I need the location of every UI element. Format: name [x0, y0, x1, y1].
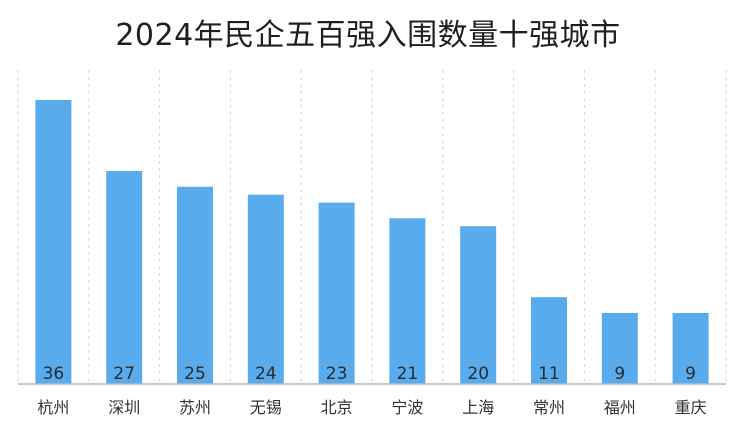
bar-5 — [318, 202, 355, 384]
data-label-4: 24 — [255, 364, 277, 384]
x-tick-label-4: 无锡 — [250, 398, 282, 417]
x-tick-label-2: 深圳 — [108, 398, 140, 417]
data-label-8: 11 — [538, 364, 560, 384]
bar-10 — [672, 313, 709, 384]
data-label-3: 25 — [184, 364, 206, 384]
bar-6 — [389, 218, 426, 384]
data-label-2: 27 — [113, 364, 135, 384]
x-tick-label-3: 苏州 — [179, 398, 211, 417]
x-tick-label-9: 福州 — [604, 398, 636, 417]
x-tick-label-6: 宁波 — [391, 398, 423, 417]
bar-8 — [531, 297, 567, 384]
bar-4 — [247, 194, 284, 384]
x-tick-label-1: 杭州 — [37, 398, 69, 417]
bar-2 — [106, 171, 143, 384]
bar-9 — [601, 313, 638, 384]
chart-title: 2024年民企五百强入围数量十强城市 — [115, 18, 621, 53]
data-label-10: 9 — [685, 364, 696, 384]
bar-3 — [177, 186, 213, 384]
data-label-5: 23 — [326, 364, 348, 384]
data-label-7: 20 — [467, 364, 489, 384]
x-tick-labels: 杭州 深圳 苏州 无锡 北京 宁波 上海 常州 福州 重庆 — [37, 398, 706, 417]
data-labels: 36 27 25 24 23 21 20 11 9 9 — [43, 364, 696, 384]
x-tick-label-8: 常州 — [533, 398, 565, 417]
bar-1 — [35, 100, 72, 384]
gridlines — [17, 70, 727, 384]
data-label-6: 21 — [397, 364, 419, 384]
x-tick-label-7: 上海 — [462, 398, 494, 417]
data-label-1: 36 — [43, 364, 65, 384]
x-tick-label-5: 北京 — [321, 398, 353, 417]
x-tick-label-10: 重庆 — [675, 398, 707, 417]
bar-7 — [460, 226, 497, 384]
data-label-9: 9 — [614, 364, 625, 384]
bars — [35, 100, 709, 384]
